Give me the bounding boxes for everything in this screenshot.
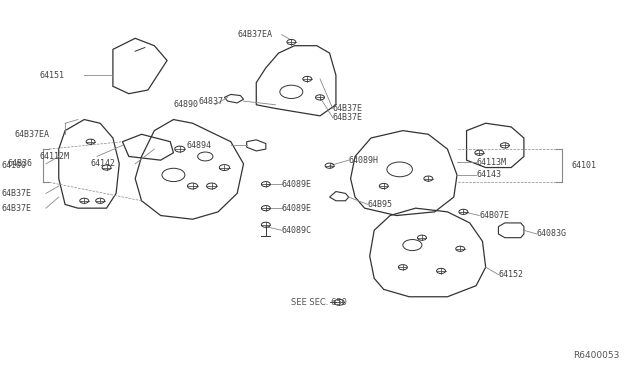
Text: 64100: 64100 (1, 161, 26, 170)
Text: 64089E: 64089E (282, 180, 312, 189)
Text: 64113M: 64113M (476, 157, 506, 167)
Text: SEE SEC. 650: SEE SEC. 650 (291, 298, 347, 307)
Text: 64837: 64837 (199, 97, 224, 106)
Text: 64B36: 64B36 (8, 159, 33, 169)
Text: 64089C: 64089C (282, 226, 312, 235)
Text: 64089H: 64089H (349, 155, 379, 165)
Text: 64151: 64151 (40, 71, 65, 80)
Text: R6400053: R6400053 (573, 350, 620, 359)
Text: 64894: 64894 (186, 141, 211, 150)
Text: 64B37EA: 64B37EA (14, 130, 49, 139)
Text: 64142: 64142 (91, 159, 116, 169)
Text: 64112M: 64112M (40, 152, 70, 161)
Text: 64101: 64101 (572, 161, 596, 170)
Text: 64089E: 64089E (282, 203, 312, 213)
Text: 64B37E: 64B37E (1, 203, 31, 213)
Text: 64152: 64152 (499, 270, 524, 279)
Text: 64B37E: 64B37E (333, 104, 363, 113)
Text: 64083G: 64083G (537, 230, 566, 238)
Text: 64B37E: 64B37E (333, 113, 363, 122)
Text: 64B37EA: 64B37EA (237, 30, 272, 39)
Text: 64143: 64143 (476, 170, 501, 179)
Text: 64890: 64890 (173, 100, 198, 109)
Text: 64B37E: 64B37E (1, 189, 31, 198)
Text: 64B07E: 64B07E (479, 211, 509, 220)
Text: 64B95: 64B95 (368, 200, 393, 209)
